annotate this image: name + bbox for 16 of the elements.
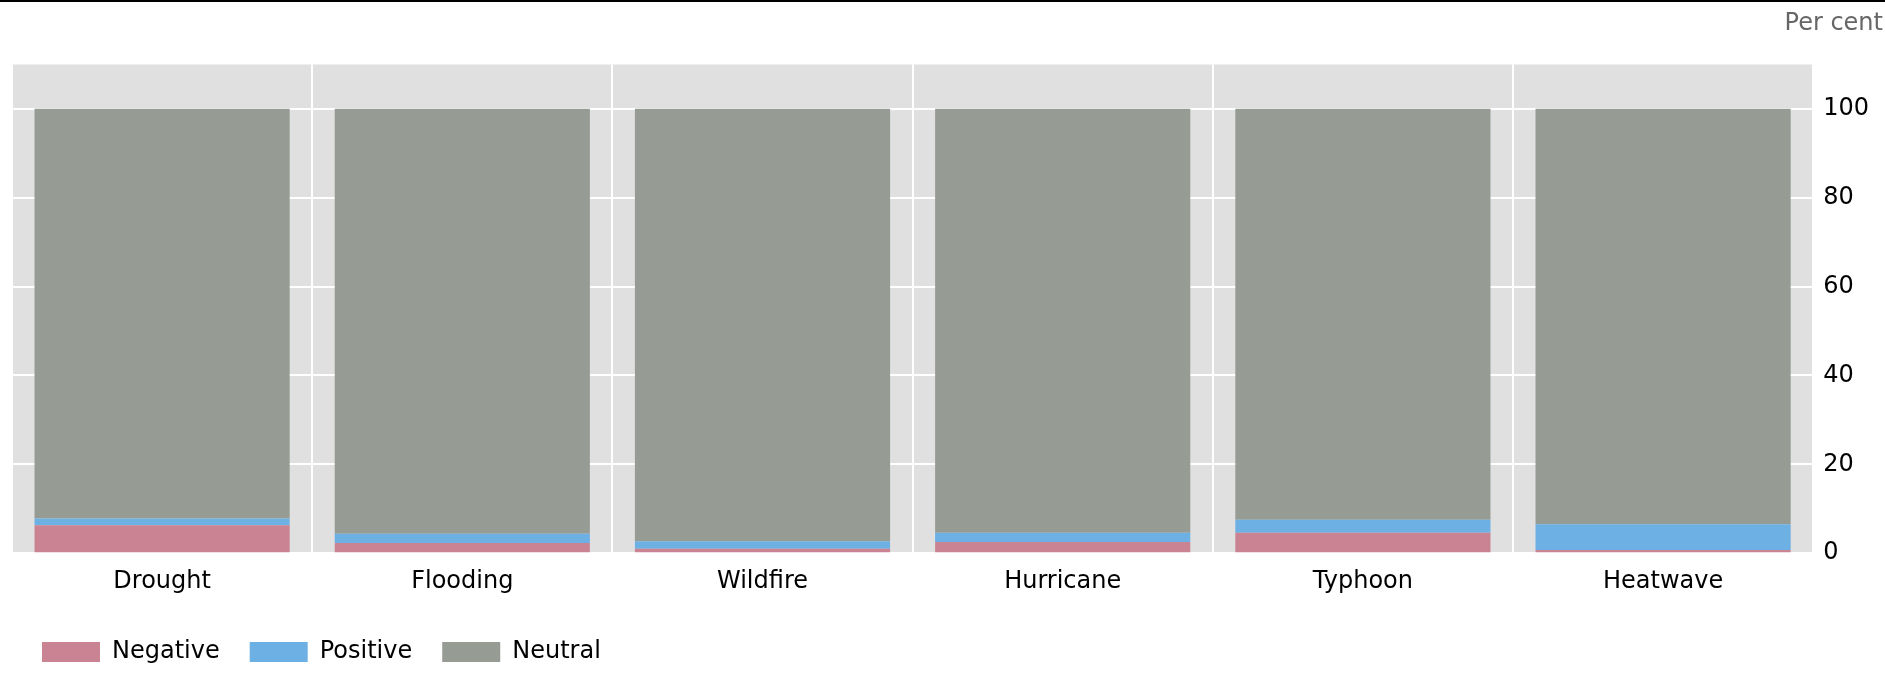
y-axis-title: Per cent	[1784, 8, 1883, 36]
x-tick-label: Flooding	[411, 565, 514, 594]
x-tick-label: Heatwave	[1602, 565, 1724, 594]
y-tick-label: 40	[1823, 359, 1854, 388]
y-tick-label: 80	[1823, 181, 1854, 210]
y-tick-label: 100	[1823, 93, 1869, 122]
x-tick-label: Hurricane	[1004, 565, 1122, 594]
y-tick-label: 20	[1823, 448, 1854, 477]
x-tick-label: Drought	[113, 565, 211, 594]
legend-label: Neutral	[512, 636, 601, 665]
legend-label: Negative	[112, 636, 220, 665]
y-tick-label: 60	[1823, 270, 1854, 299]
x-tick-label: Wildfire	[717, 565, 808, 594]
x-tick-label: Typhoon	[1311, 565, 1413, 594]
legend-label: Positive	[319, 636, 413, 665]
y-tick-label: 0	[1823, 537, 1839, 566]
